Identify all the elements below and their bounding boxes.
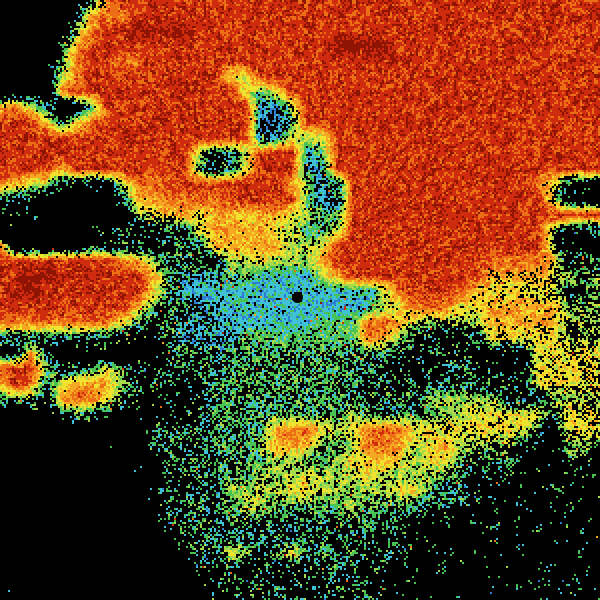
- radar-display: [0, 0, 600, 600]
- radar-reflectivity-canvas: [0, 0, 600, 600]
